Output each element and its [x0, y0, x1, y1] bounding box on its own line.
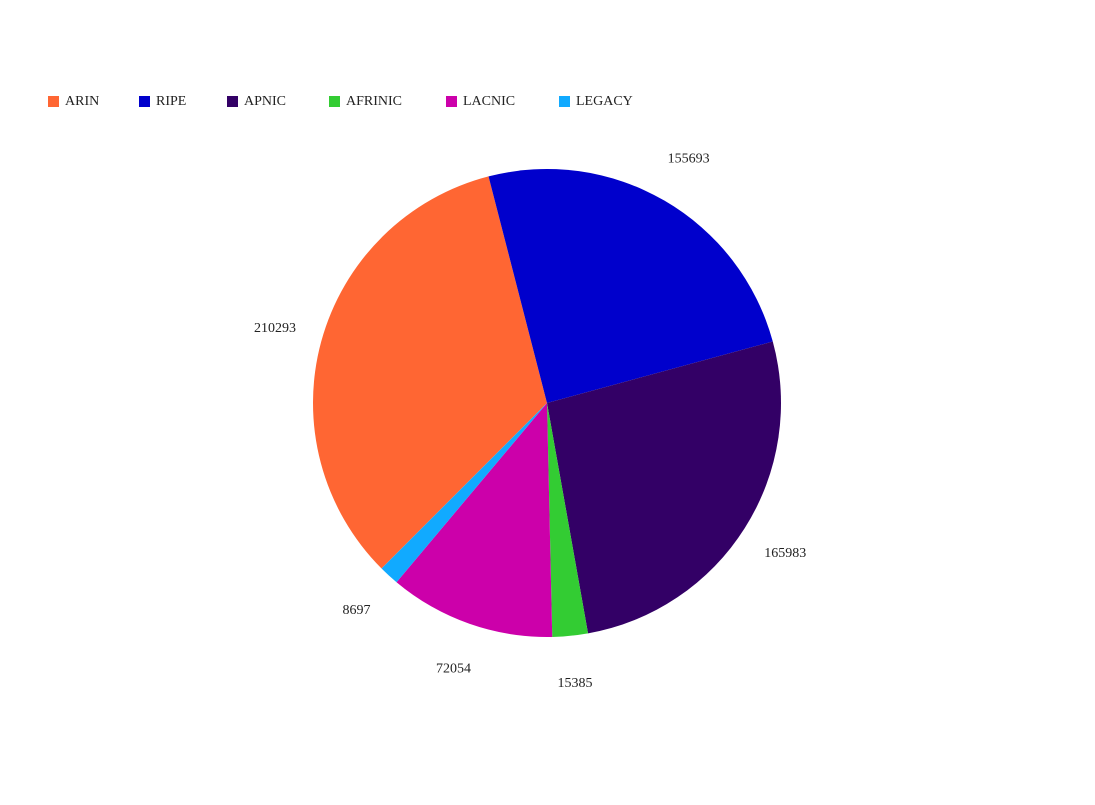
- legend-swatch: [329, 96, 340, 107]
- legend-swatch: [48, 96, 59, 107]
- legend-swatch: [446, 96, 457, 107]
- legend-label[interactable]: RIPE: [156, 94, 186, 109]
- pie-slice: [488, 169, 773, 403]
- value-label: 155693: [668, 151, 710, 166]
- pie-slice: [547, 403, 589, 637]
- legend-label[interactable]: LACNIC: [463, 94, 515, 109]
- legend-label[interactable]: ARIN: [65, 94, 99, 109]
- legend-swatch: [559, 96, 570, 107]
- value-label: 165983: [764, 546, 806, 561]
- pie-slice: [396, 403, 553, 637]
- pie-slice: [381, 403, 547, 583]
- legend-label[interactable]: APNIC: [244, 94, 286, 109]
- value-label: 210293: [254, 321, 296, 336]
- value-label: 8697: [342, 603, 370, 618]
- legend-label[interactable]: AFRINIC: [346, 94, 402, 109]
- pie-slice: [547, 341, 782, 634]
- value-label: 15385: [557, 676, 592, 691]
- legend-label[interactable]: LEGACY: [576, 94, 633, 109]
- pie-slice: [313, 176, 547, 569]
- value-label: 72054: [436, 661, 471, 676]
- legend-swatch: [227, 96, 238, 107]
- legend-swatch: [139, 96, 150, 107]
